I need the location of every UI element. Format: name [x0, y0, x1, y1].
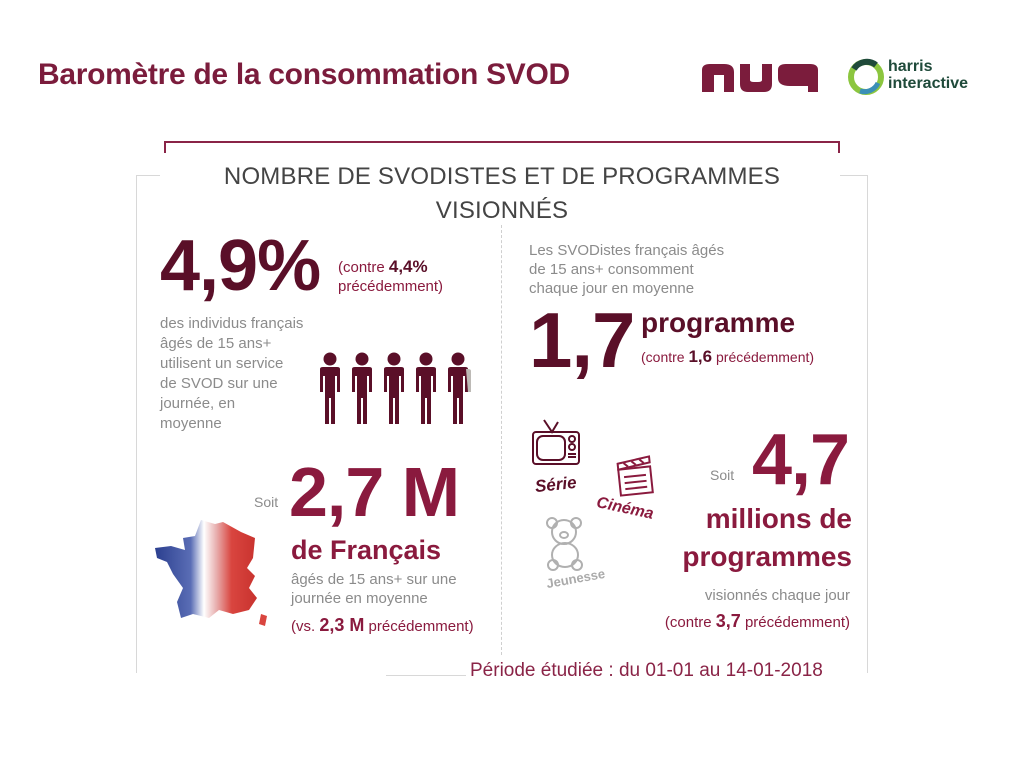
study-period: Période étudiée : du 01-01 au 14-01-2018: [466, 660, 827, 682]
programmes-intro: Les SVODistes français âgés de 15 ans+ c…: [529, 241, 769, 298]
tv-icon: [532, 419, 580, 465]
share-description: des individus français âgés de 15 ans+ u…: [160, 314, 330, 434]
users-label: de Français: [291, 535, 442, 565]
teddy-bear-icon: [546, 517, 583, 571]
france-map-icon: [155, 520, 267, 626]
total-label-line2: programmes: [682, 541, 852, 572]
prev-value: 1,6: [688, 347, 713, 366]
share-value: 4,9%: [160, 226, 321, 306]
total-description: visionnés chaque jour: [704, 587, 850, 604]
prev-suffix: précédemment): [364, 618, 474, 635]
prev-prefix: (contre: [664, 614, 716, 631]
prev-suffix: précédemment): [740, 614, 850, 631]
prev-prefix: (vs.: [291, 618, 320, 635]
intro-line: Les SVODistes français âgés: [529, 242, 725, 259]
programmes-per-day-value: 1,7: [529, 296, 635, 384]
desc-line: âgés de 15 ans+: [160, 335, 272, 352]
column-divider: [501, 225, 502, 655]
share-previous: (contre 4,4% précédemment): [338, 257, 443, 296]
programmes-unit: programme: [641, 307, 796, 338]
intro-line: de 15 ans+ consomment: [529, 261, 694, 278]
total-prefix: Soit: [710, 467, 735, 483]
people-icon-row: [320, 352, 471, 424]
users-value: 2,7 M: [289, 453, 460, 531]
harris-logo-text: harris interactive: [888, 58, 968, 92]
desc-line: moyenne: [160, 415, 222, 432]
prev-value: 2,3 M: [319, 615, 365, 635]
prev-suffix: précédemment): [338, 278, 444, 295]
desc-line: journée, en: [160, 395, 236, 412]
harris-line1: harris: [888, 58, 933, 75]
nua-logo: [702, 64, 818, 92]
prev-prefix: (contre: [641, 349, 689, 365]
prev-prefix: (contre: [338, 259, 389, 276]
harris-line2: interactive: [888, 75, 969, 92]
desc-line: journée en moyenne: [291, 590, 428, 607]
prev-value: 3,7: [715, 611, 741, 631]
total-value: 4,7: [752, 420, 850, 500]
prev-value: 4,4%: [388, 257, 428, 276]
harris-logo-ring-icon: [848, 58, 884, 95]
total-previous: (contre 3,7 précédemment): [640, 611, 850, 632]
desc-line: de SVOD sur une: [160, 375, 278, 392]
desc-line: utilisent un service: [160, 355, 284, 372]
programmes-previous: (contre 1,6 précédemment): [641, 347, 814, 367]
total-label: millions de programmes: [640, 500, 852, 576]
total-label-line1: millions de: [705, 503, 852, 534]
prev-suffix: précédemment): [712, 349, 815, 365]
desc-line: âgés de 15 ans+ sur une: [291, 571, 457, 588]
users-description: âgés de 15 ans+ sur une journée en moyen…: [291, 570, 491, 608]
desc-line: des individus français: [160, 315, 304, 332]
infographic-header: NOMBRE DE SVODISTES ET DE PROGRAMMES VIS…: [164, 160, 840, 228]
clapperboard-icon: [616, 455, 654, 497]
users-previous: (vs. 2,3 M précédemment): [291, 615, 474, 636]
users-prefix: Soit: [254, 494, 279, 510]
intro-line: chaque jour en moyenne: [529, 280, 695, 297]
slide-title: Baromètre de la consommation SVOD: [38, 58, 570, 91]
footer-rule: [386, 675, 466, 676]
